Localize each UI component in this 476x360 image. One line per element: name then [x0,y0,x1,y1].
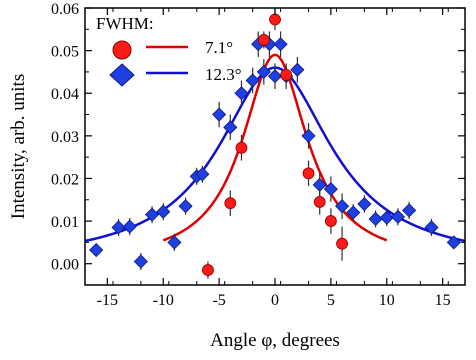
legend-title: FWHM: [96,14,154,33]
y-tick-label: 0.03 [51,129,79,146]
data-point-blue-diamond [346,205,361,220]
y-axis-label: Intensity, arb. units [8,74,29,219]
data-point-red-circle [257,34,270,46]
data-point-blue-diamond [368,211,383,227]
data-point-blue-diamond [195,167,210,182]
data-point-red-circle [269,13,281,26]
x-tick-label: 0 [271,292,279,309]
x-tick-label: -15 [97,292,118,309]
data-point-blue-diamond [212,107,227,122]
data-point-blue-diamond [122,219,137,234]
plot-content [84,8,466,279]
data-point-red-circle [202,264,214,276]
x-tick-label: -5 [212,292,225,309]
data-point-blue-diamond [301,128,316,143]
data-point-blue-diamond [390,209,406,224]
data-point-blue-diamond [379,210,394,225]
data-point-blue-diamond [167,235,182,250]
data-point-red-circle [224,197,237,210]
y-tick-label: 0.04 [51,86,79,103]
data-point-red-circle [336,237,348,250]
data-point-blue-diamond [144,207,160,222]
axes: -15 -10 -5 0 5 10 15 0.00 0.01 0.02 0.03 0.04 0.05 0.… [51,1,465,309]
data-point-blue-diamond [156,204,171,219]
data-point-blue-diamond [245,73,260,88]
y-tick-label: 0.02 [51,171,79,188]
legend-marker-red [112,40,132,60]
plot-frame [84,7,466,286]
data-point-blue-diamond [273,37,288,52]
data-point-blue-diamond [323,182,338,197]
x-tick-label: -10 [153,292,174,309]
data-point-blue-diamond [446,235,461,250]
data-point-red-circle [313,195,326,208]
y-tick-label: 0.05 [51,44,79,61]
data-point-blue-diamond [290,62,305,77]
data-point-red-circle [324,215,337,227]
x-axis-label: Angle φ, degrees [210,330,340,351]
data-point-blue-diamond [133,254,148,269]
y-tick-label: 0.01 [51,214,79,231]
data-point-blue-diamond [89,242,104,258]
legend-marker-blue [109,63,135,87]
data-point-blue-diamond [223,120,238,135]
data-point-blue-diamond [111,220,126,235]
data-point-blue-diamond [234,86,249,101]
data-point-blue-diamond [178,199,193,214]
legend-label-blue: 12.3° [205,65,242,84]
data-point-blue-diamond [256,64,271,79]
fit-curve-red [162,53,388,242]
data-point-blue-diamond [267,69,283,84]
data-point-red-circle [235,141,248,154]
data-point-blue-diamond [334,199,350,214]
x-tick-label: 10 [379,292,395,309]
legend: FWHM: 7.1° 12.3° [96,14,242,87]
x-tick-label: 15 [435,292,451,309]
legend-label-red: 7.1° [205,38,233,57]
y-tick-label: 0.00 [51,257,79,274]
data-point-blue-diamond [424,220,439,235]
x-tick-label: 5 [327,292,335,309]
data-point-blue-diamond [357,196,372,212]
y-tick-label: 0.06 [51,1,79,18]
data-point-blue-diamond [402,203,417,218]
data-point-red-circle [280,69,293,81]
data-point-red-circle [302,167,315,180]
